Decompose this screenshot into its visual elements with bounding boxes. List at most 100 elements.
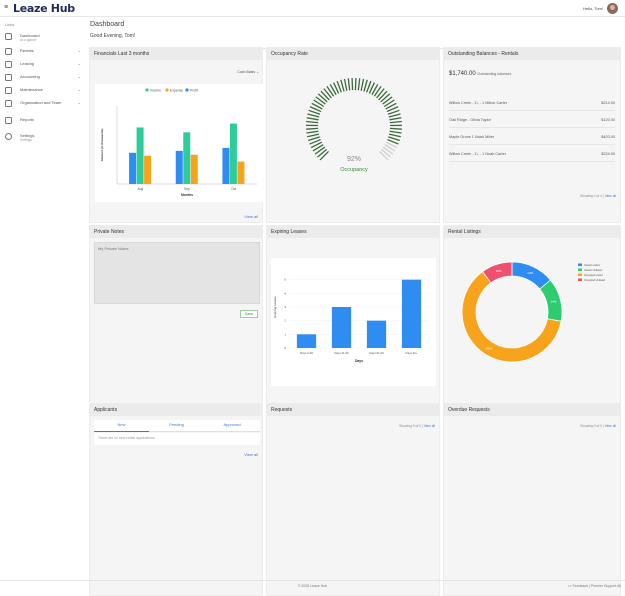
slice-label: 10%	[496, 269, 502, 273]
sidebar-item-sublabel: At a glance	[20, 38, 37, 42]
balance-amount: $420.00	[601, 135, 615, 139]
sidebar-item-organization[interactable]: Organization and Team ⌄	[5, 100, 83, 112]
x-tick-label: Days 91+	[406, 351, 418, 355]
save-button[interactable]: Save	[240, 310, 258, 318]
applicants-card: Applicants New Pending Approved There ar…	[89, 403, 263, 596]
x-axis-label: Months	[181, 193, 193, 197]
menu-icon[interactable]: ≡	[4, 4, 8, 11]
gauge-tick	[389, 114, 401, 117]
balances-total: $1,740.00 Outstanding balances	[449, 71, 511, 77]
chevron-down-icon: ⌄	[78, 48, 81, 53]
bar	[129, 153, 136, 184]
balance-name: Willow Creek - 1\, - 1 Milton Carter	[449, 101, 507, 105]
card-title: Outstanding Balances - Rentals	[444, 48, 620, 60]
page-title: Dashboard	[90, 21, 124, 28]
view-all-link[interactable]: View all	[605, 424, 616, 428]
view-all-link[interactable]: View all	[244, 452, 258, 457]
applicants-tabs: New Pending Approved	[94, 420, 260, 432]
tab-pending[interactable]: Pending	[149, 422, 204, 427]
gauge-tick	[306, 122, 318, 123]
gauge-tick	[390, 128, 402, 129]
chevron-down-icon: ⌄	[256, 70, 259, 74]
gauge-tick	[388, 137, 399, 141]
legend-marker	[578, 264, 582, 267]
gauge-tick	[307, 134, 319, 137]
bar	[137, 127, 144, 184]
balances-card: Outstanding Balances - Rentals $1,740.00…	[443, 47, 621, 223]
y-tick-label: 3	[284, 305, 286, 309]
view-all-link[interactable]: View all	[605, 194, 616, 198]
gauge-tick	[377, 89, 385, 98]
avatar[interactable]	[607, 3, 618, 14]
sidebar-item-sublabel: Settings	[20, 138, 32, 142]
card-title: Rental Listings	[444, 226, 620, 238]
legend-marker	[578, 274, 582, 277]
x-tick-label: Days 0-30	[300, 351, 313, 355]
brand-logo[interactable]: Leaze Hub	[13, 2, 75, 15]
footer-links[interactable]: <> Feedback | Premier Support All	[568, 584, 621, 588]
sidebar-item-label: Leasing	[20, 61, 34, 66]
balances-footer: Showing 4 of 4 | View all	[580, 194, 616, 198]
sidebar-item-maintenance[interactable]: Maintenance ⌄	[5, 87, 83, 99]
occupancy-label: Occupancy	[267, 167, 441, 173]
bar	[144, 156, 151, 184]
bar	[297, 334, 316, 348]
notes-textarea[interactable]: My Private Notes	[94, 242, 260, 304]
balance-row[interactable]: Oak Ridge - Olivia Taylor$120.00	[449, 118, 615, 128]
gauge-tick	[307, 118, 319, 120]
legend-label: Income	[150, 88, 161, 92]
balance-row[interactable]: Willow Creek - 1\, - 1 Milton Carter $214…	[449, 101, 615, 111]
showing-count: Showing 0 of 0	[399, 424, 421, 428]
house-icon	[5, 48, 12, 55]
sidebar-item-dashboard[interactable]: Dashboard At a glance	[5, 33, 83, 45]
chevron-down-icon: ⌄	[78, 100, 81, 105]
card-title: Requests	[267, 404, 439, 416]
balance-row[interactable]: Willow Creek - 1\, - 1 Noah Carter$224.0…	[449, 152, 615, 162]
bar	[176, 151, 183, 184]
basis-value: Cash Basis	[237, 70, 255, 74]
balance-row[interactable]: Maple Grove 1 Noah Miller$420.00	[449, 135, 615, 145]
card-title: Overdue Requests	[444, 404, 620, 416]
gauge-tick	[321, 91, 329, 100]
balances-total-label: Outstanding balances	[477, 72, 511, 76]
sidebar-section-label: Links	[5, 22, 14, 27]
tab-new[interactable]: New	[94, 422, 149, 432]
showing-count: Showing 4 of 4	[580, 194, 602, 198]
legend-marker	[578, 279, 582, 282]
sidebar-item-label: Maintenance	[20, 87, 43, 92]
sidebar-item-reports[interactable]: Reports	[5, 117, 83, 129]
x-tick-label: Sep	[184, 187, 190, 191]
sidebar-item-settings[interactable]: Settings Settings	[5, 133, 83, 145]
view-all-link[interactable]: View all	[424, 424, 435, 428]
user-greeting: Hello, Tom!	[583, 6, 603, 11]
bar	[183, 132, 190, 184]
y-tick-label: 0	[284, 346, 286, 350]
tab-approved[interactable]: Approved	[204, 422, 260, 427]
sidebar-item-leasing[interactable]: Leasing ⌄	[5, 61, 83, 73]
gear-icon	[5, 133, 12, 140]
sidebar-item-accounting[interactable]: Accounting ⌄	[5, 74, 83, 86]
occupancy-percent: 92%	[267, 156, 441, 163]
chevron-down-icon: ⌄	[78, 87, 81, 92]
y-tick-label: 1	[284, 332, 286, 336]
y-tick-label: 2	[284, 319, 286, 323]
card-title: Applicants	[90, 404, 262, 416]
financials-card: Financials Last 3 months Cash Basis ⌄ In…	[89, 47, 263, 223]
legend-marker	[145, 88, 148, 91]
slice-label: 14%	[527, 271, 533, 275]
balance-amount: $214.00	[601, 101, 615, 105]
sidebar-item-rentals[interactable]: Rentals ⌄	[5, 48, 83, 60]
x-tick-label: Aug	[137, 187, 143, 191]
bar	[191, 155, 198, 184]
view-all-link[interactable]: View all	[244, 214, 258, 219]
dashboard-icon	[5, 33, 12, 40]
basis-dropdown[interactable]: Cash Basis ⌄	[237, 70, 259, 74]
y-tick-label: 5	[284, 278, 286, 282]
legend-label: Expense	[170, 88, 183, 92]
gauge-tick	[306, 128, 318, 129]
bar	[332, 307, 351, 348]
gauge-tick	[344, 79, 346, 91]
